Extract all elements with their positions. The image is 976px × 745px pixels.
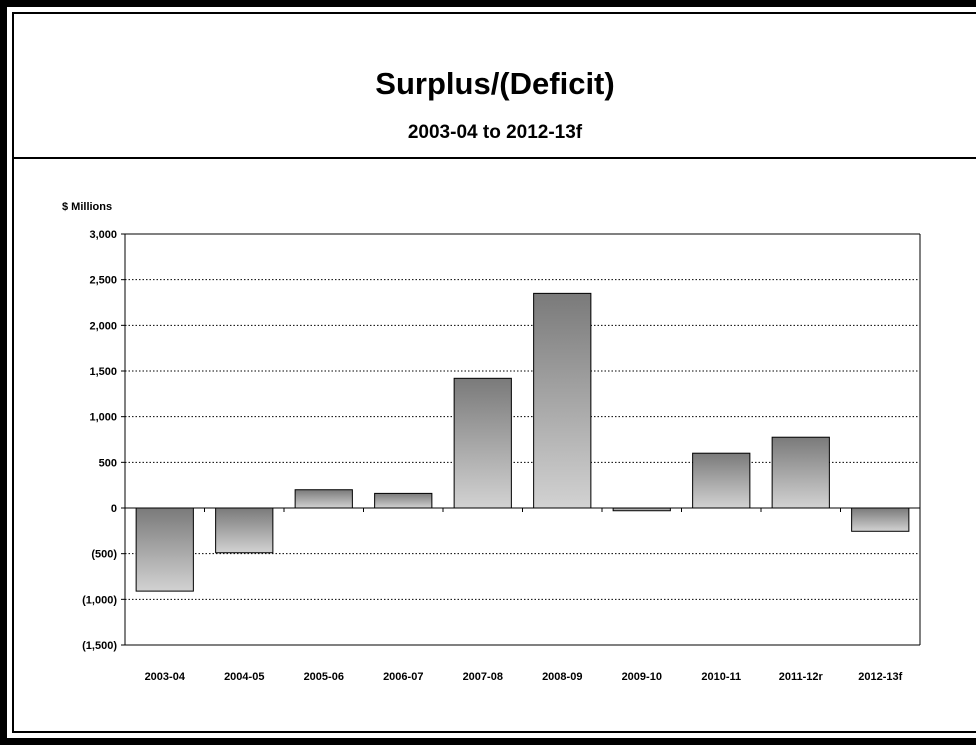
x-tick-label: 2006-07 [383, 671, 423, 683]
x-tick-labels: 2003-04 2004-05 2005-06 2006-07 2007-08 2008-… [145, 671, 903, 683]
bars [135, 292, 910, 592]
x-tick-label: 2007-08 [463, 671, 503, 683]
y-tick-label: (1,500) [82, 640, 117, 652]
y-tick-label: 2,000 [89, 320, 117, 332]
bar [135, 507, 194, 592]
bar [771, 436, 830, 509]
bar [215, 507, 274, 554]
x-tick-label: 2010-11 [701, 671, 741, 683]
y-tick-label: 1,500 [89, 366, 117, 378]
y-tick-label: 500 [99, 457, 117, 469]
chart-header: Surplus/(Deficit) 2003-04 to 2012-13f [14, 14, 976, 159]
x-tick-label: 2004-05 [224, 671, 264, 683]
y-tick-label: 1,000 [89, 412, 117, 424]
bar [374, 492, 433, 509]
y-axis-title: $ Millions [62, 201, 112, 213]
y-tick-label: 3,000 [89, 229, 117, 241]
x-tick-label: 2005-06 [304, 671, 344, 683]
bar [533, 292, 592, 509]
y-tick-label: 0 [111, 503, 117, 515]
x-tick-label: 2008-09 [542, 671, 582, 683]
y-tick-label: (1,000) [82, 594, 117, 606]
bar [294, 489, 353, 509]
y-tick-label: 2,500 [89, 275, 117, 287]
x-tick-label: 2009-10 [622, 671, 662, 683]
chart-subtitle: 2003-04 to 2012-13f [407, 122, 583, 143]
bar [851, 507, 910, 532]
chart-panel: Surplus/(Deficit) 2003-04 to 2012-13f [12, 12, 976, 733]
chart-title: Surplus/(Deficit) [375, 66, 615, 101]
axes [124, 233, 921, 646]
y-tick-label: (500) [91, 549, 117, 561]
y-tick-labels: 3,000 2,500 2,000 1,500 1,000 500 0 (500) (1,000… [82, 229, 117, 652]
x-tick-label: 2012-13f [858, 671, 902, 683]
bar [692, 452, 751, 509]
bar [453, 377, 512, 509]
x-tick-label: 2003-04 [145, 671, 186, 683]
x-tick-label: 2011-12r [779, 671, 824, 683]
